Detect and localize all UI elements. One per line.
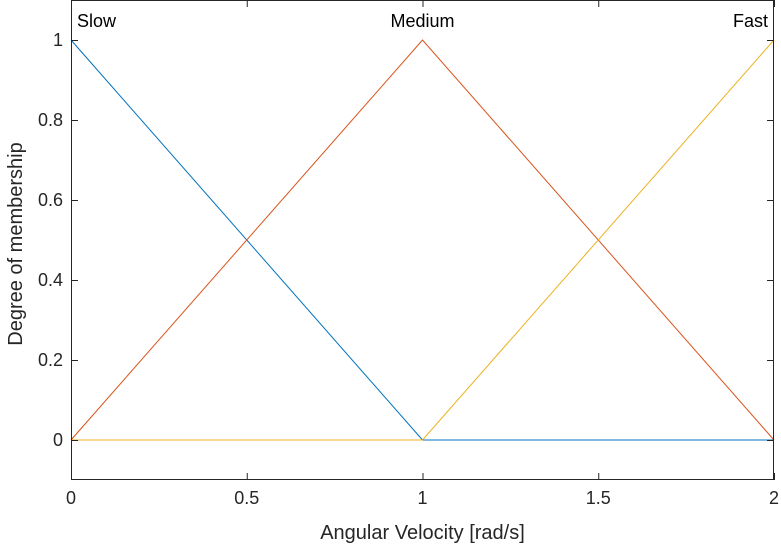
- mf-label-fast: Fast: [733, 11, 768, 31]
- series-line-fast: [71, 39, 775, 441]
- y-tick-label: 0: [53, 430, 63, 450]
- mf-annotations: Slow Medium Fast: [77, 11, 768, 31]
- mf-label-slow: Slow: [77, 11, 117, 31]
- series-line-medium: [70, 39, 775, 441]
- x-tick-label: 1.5: [586, 488, 611, 508]
- x-tick-label: 1: [417, 488, 427, 508]
- x-tick-label: 2: [769, 488, 779, 508]
- series-layer: [70, 39, 775, 441]
- y-axis-label: Degree of membership: [5, 142, 27, 345]
- axis-tick-labels: 0 0.5 1 1.5 2 0 0.2 0.4 0.6 0.8 1: [38, 30, 779, 508]
- x-tick-label: 0.5: [234, 488, 259, 508]
- y-tick-label: 0.4: [38, 270, 63, 290]
- axis-ticks: [71, 0, 775, 480]
- x-axis-label: Angular Velocity [rad/s]: [320, 522, 525, 544]
- y-tick-label: 1: [53, 30, 63, 50]
- y-tick-label: 0.6: [38, 190, 63, 210]
- x-tick-label: 0: [66, 488, 76, 508]
- mf-label-medium: Medium: [390, 11, 454, 31]
- y-tick-label: 0.2: [38, 350, 63, 370]
- y-tick-label: 0.8: [38, 110, 63, 130]
- plot-area-frame: [71, 0, 774, 480]
- series-line-slow: [70, 39, 774, 441]
